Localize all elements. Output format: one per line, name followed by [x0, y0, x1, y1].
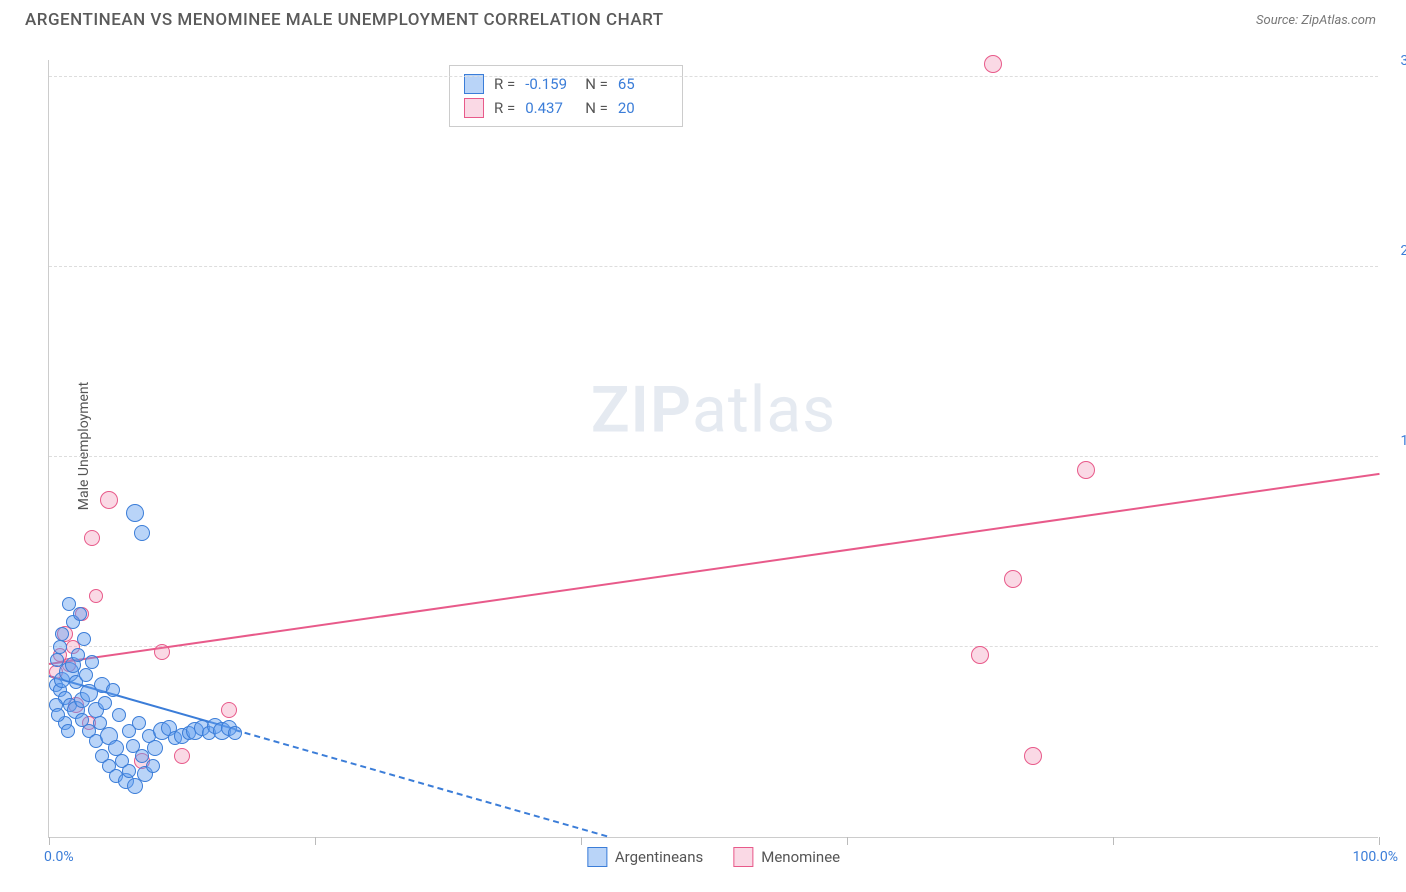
data-point — [89, 589, 103, 603]
data-point — [132, 716, 146, 730]
series-legend: Argentineans Menominee — [587, 847, 840, 867]
stat-row-pink: R = 0.437 N = 20 — [464, 96, 668, 120]
x-min-label: 0.0% — [44, 849, 74, 865]
data-point — [154, 644, 170, 660]
data-point — [51, 708, 65, 722]
gridline — [49, 76, 1378, 77]
data-point — [84, 530, 100, 546]
data-point — [106, 683, 120, 697]
data-point — [79, 668, 93, 682]
x-tick — [315, 837, 316, 845]
x-tick — [847, 837, 848, 845]
swatch-blue-icon — [587, 847, 607, 867]
data-point — [1004, 570, 1022, 588]
data-point — [62, 597, 76, 611]
chart-plot-area: ZIPatlas R = -0.159 N = 65 R = 0.437 N =… — [48, 60, 1378, 838]
data-point — [126, 504, 144, 522]
data-point — [228, 726, 242, 740]
data-point — [77, 632, 91, 646]
data-point — [221, 702, 237, 718]
data-point — [134, 525, 150, 541]
y-tick-label: 30.0% — [1400, 53, 1406, 69]
data-point — [122, 764, 136, 778]
data-point — [61, 724, 75, 738]
y-tick-label: 15.0% — [1400, 433, 1406, 449]
chart-source: Source: ZipAtlas.com — [1256, 13, 1376, 28]
data-point — [147, 740, 163, 756]
legend-item-pink: Menominee — [733, 847, 840, 867]
gridline — [49, 646, 1378, 647]
data-point — [50, 653, 64, 667]
data-point — [100, 491, 118, 509]
gridline — [49, 456, 1378, 457]
stat-legend: R = -0.159 N = 65 R = 0.437 N = 20 — [449, 65, 683, 127]
swatch-pink-icon — [464, 98, 484, 118]
legend-item-blue: Argentineans — [587, 847, 703, 867]
swatch-blue-icon — [464, 74, 484, 94]
data-point — [71, 648, 85, 662]
data-point — [53, 640, 67, 654]
watermark: ZIPatlas — [591, 372, 836, 447]
gridline — [49, 266, 1378, 267]
y-tick-label: 22.5% — [1400, 243, 1406, 259]
data-point — [984, 55, 1002, 73]
legend-label: Argentineans — [615, 848, 703, 866]
data-point — [1024, 747, 1042, 765]
data-point — [1077, 461, 1095, 479]
trend-line — [49, 473, 1379, 665]
data-point — [112, 708, 126, 722]
data-point — [146, 759, 160, 773]
swatch-pink-icon — [733, 847, 753, 867]
x-tick — [49, 837, 50, 845]
data-point — [971, 646, 989, 664]
x-tick — [581, 837, 582, 845]
legend-label: Menominee — [761, 848, 840, 866]
x-tick — [1379, 837, 1380, 845]
x-tick — [1113, 837, 1114, 845]
data-point — [174, 748, 190, 764]
data-point — [85, 655, 99, 669]
trend-line — [235, 729, 608, 837]
chart-title: ARGENTINEAN VS MENOMINEE MALE UNEMPLOYME… — [25, 10, 664, 30]
data-point — [73, 607, 87, 621]
data-point — [98, 696, 112, 710]
x-max-label: 100.0% — [1353, 849, 1398, 865]
